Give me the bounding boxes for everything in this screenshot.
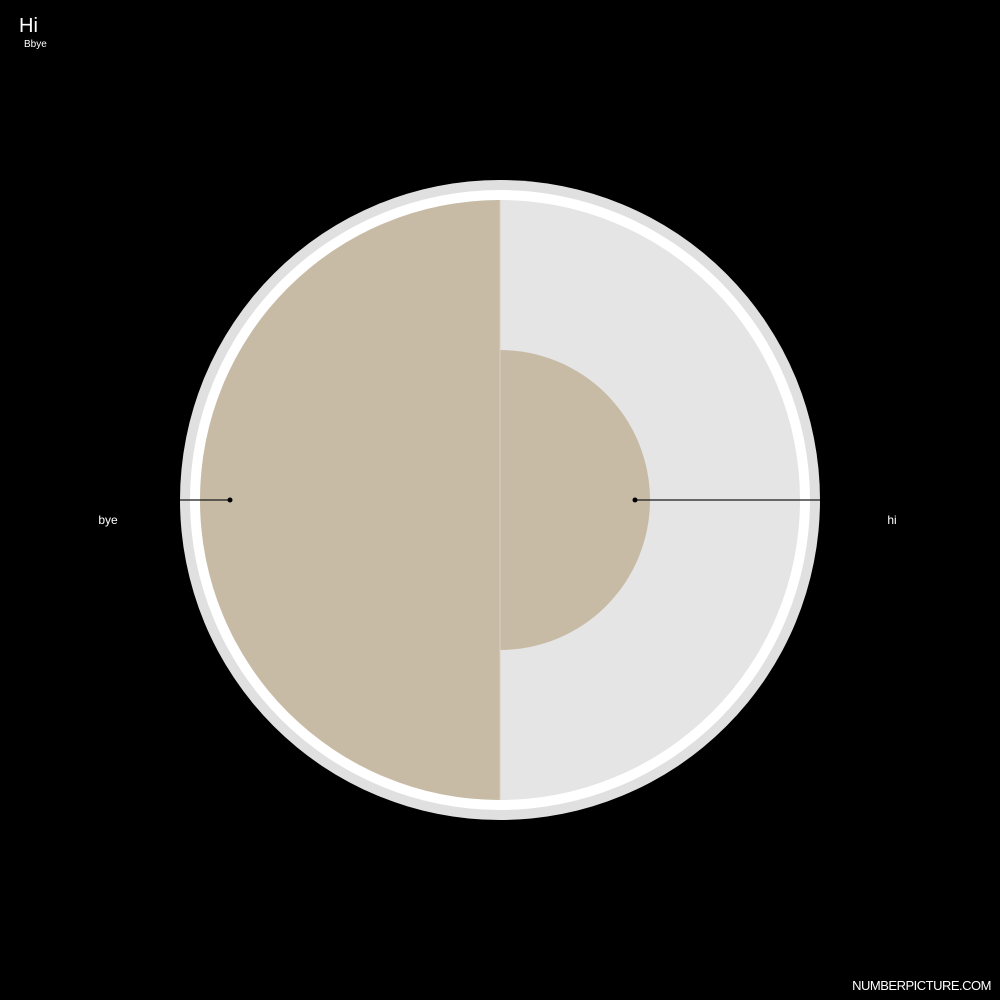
chart-layer: bye hi <box>98 180 896 820</box>
series-bye-leader-dot <box>228 498 233 503</box>
series-bye-label: bye <box>98 513 118 527</box>
series-bye-mark <box>200 200 500 800</box>
series-hi-label: hi <box>887 513 896 527</box>
site-watermark: NUMBERPICTURE.COM <box>852 978 991 994</box>
series-hi-leader-dot <box>633 498 638 503</box>
